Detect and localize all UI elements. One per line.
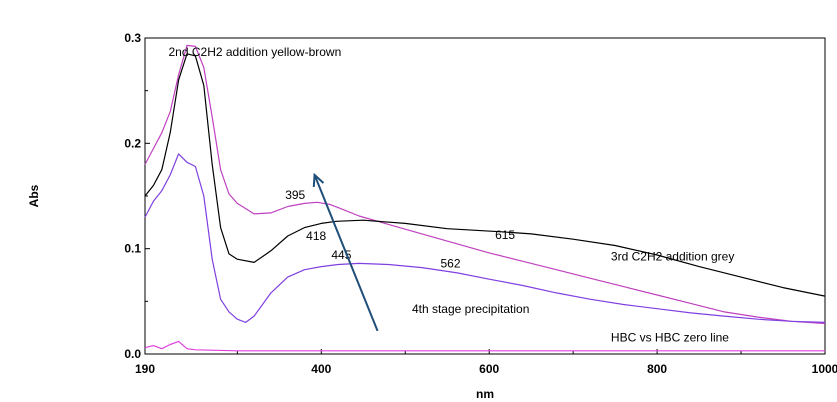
x-tick-label: 1000 xyxy=(812,362,837,376)
annotation-label: 562 xyxy=(441,257,461,271)
annotation-label: 2nd C2H2 addition yellow-brown xyxy=(169,45,342,59)
y-tick-label: 0.1 xyxy=(124,242,141,256)
annotation-label: 395 xyxy=(285,188,305,202)
series-line-3 xyxy=(144,153,826,323)
y-tick-label: 0.3 xyxy=(124,31,141,45)
x-tick-label: 600 xyxy=(479,362,499,376)
x-axis-title: nm xyxy=(476,387,494,401)
series-layer xyxy=(144,44,826,352)
y-tick-label: 0.0 xyxy=(124,347,141,361)
y-axis-title: Abs xyxy=(27,184,41,207)
series-line-2 xyxy=(144,53,826,297)
arrow-shaft xyxy=(313,174,379,332)
x-tick-label: 800 xyxy=(647,362,667,376)
axis-ticks: 190 400 600 800 1000 0.0 0.1 0.2 0.3 xyxy=(124,31,837,376)
x-tick-label: 190 xyxy=(135,362,155,376)
y-tick-label: 0.2 xyxy=(124,136,141,150)
annotation-label: HBC vs HBC zero line xyxy=(611,330,729,344)
series-line-1 xyxy=(144,44,826,325)
series-line-4 xyxy=(144,340,825,352)
arrow-head xyxy=(312,172,325,187)
annotation-label: 4th stage precipitation xyxy=(412,302,529,316)
annotation-label: 3rd C2H2 addition grey xyxy=(611,249,734,263)
annotation-label: 418 xyxy=(306,229,326,243)
annotation-layer: 2nd C2H2 addition yellow-brown3954184455… xyxy=(169,45,735,344)
x-tick-label: 400 xyxy=(311,362,331,376)
annotation-label: 615 xyxy=(495,228,515,242)
trend-arrow xyxy=(312,172,379,332)
